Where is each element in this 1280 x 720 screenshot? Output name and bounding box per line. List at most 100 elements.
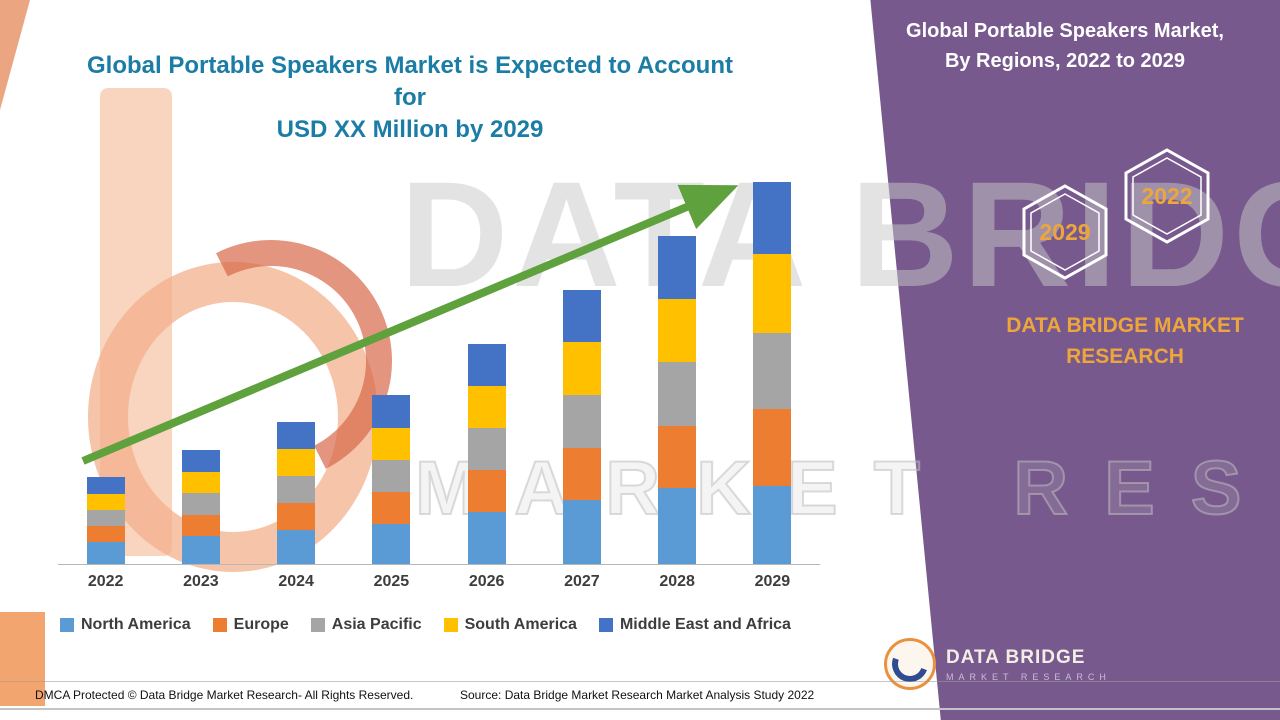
bar-segment-asia-pacific <box>467 428 506 470</box>
bar-column <box>372 395 411 564</box>
bar-segment-south-america <box>181 472 220 493</box>
hexagon-2029-inner-outline <box>1030 193 1100 271</box>
legend-swatch <box>598 618 613 632</box>
company-logo: DATA BRIDGE MARKET RESEARCH <box>884 638 1111 690</box>
bar-segment-asia-pacific <box>562 395 601 448</box>
legend-label: Asia Pacific <box>331 616 422 633</box>
legend-label: South America <box>464 616 577 633</box>
bottom-border <box>0 708 1280 710</box>
stacked-bar <box>86 477 125 564</box>
stacked-bar <box>467 344 506 564</box>
legend-item: North America <box>60 616 191 634</box>
bar-segment-middle-east-and-africa <box>658 236 697 299</box>
bar-segment-middle-east-and-africa <box>277 422 316 449</box>
stacked-bar <box>562 290 601 564</box>
bar-segment-north-america <box>86 542 125 564</box>
footer-divider <box>0 681 1280 682</box>
bar-segment-europe <box>658 426 697 488</box>
x-axis-label: 2026 <box>468 573 505 590</box>
bar-column <box>658 236 697 564</box>
year-hexagons: 2022 2029 <box>1022 148 1210 280</box>
bar-segment-north-america <box>277 530 316 564</box>
brand-wordmark: DATA BRIDGE MARKET RESEARCH <box>985 310 1265 372</box>
x-axis-label: 2028 <box>659 573 695 590</box>
x-axis-label: 2029 <box>754 573 791 590</box>
bar-segment-north-america <box>562 500 601 564</box>
hexagon-2029-outline <box>1022 184 1108 280</box>
legend-label: North America <box>81 616 191 633</box>
bar-column <box>467 344 506 564</box>
bar-segment-middle-east-and-africa <box>753 182 792 254</box>
bar-segment-north-america <box>658 488 697 564</box>
bar-segment-asia-pacific <box>753 333 792 409</box>
bar-segment-europe <box>181 515 220 536</box>
chart-area <box>58 173 820 565</box>
hexagon-2029-label: 2029 <box>1039 219 1090 245</box>
bar-segment-asia-pacific <box>372 460 411 492</box>
legend-label: Europe <box>233 616 289 633</box>
bar-segment-europe <box>467 470 506 512</box>
bar-segment-south-america <box>467 386 506 428</box>
x-axis-label: 2027 <box>564 573 600 590</box>
bar-segment-south-america <box>86 494 125 510</box>
x-axis-label: 2024 <box>278 573 314 590</box>
brand-line1: DATA BRIDGE MARKET <box>1006 314 1244 337</box>
chart-title-line1: Global Portable Speakers Market is Expec… <box>87 52 733 111</box>
bar-segment-asia-pacific <box>181 493 220 515</box>
chart-title-line2: USD XX Million by 2029 <box>276 116 544 143</box>
legend-item: Europe <box>212 616 289 634</box>
bar-segment-south-america <box>562 342 601 395</box>
bar-segment-europe <box>277 503 316 530</box>
bar-segment-middle-east-and-africa <box>181 450 220 472</box>
legend-label: Middle East and Africa <box>619 616 791 633</box>
bar-segment-south-america <box>753 254 792 333</box>
bar-segment-north-america <box>372 524 411 564</box>
legend-swatch <box>310 618 325 632</box>
stacked-bar <box>753 182 792 564</box>
hexagon-2022-inner-outline <box>1132 157 1202 235</box>
legend-swatch <box>60 618 74 632</box>
legend-swatch <box>212 618 227 632</box>
side-panel-heading-line2: By Regions, 2022 to 2029 <box>944 50 1186 72</box>
bar-segment-north-america <box>181 536 220 564</box>
bar-segment-asia-pacific <box>658 362 697 426</box>
chart-legend: North America Europe Asia Pacific South Ame… <box>60 616 850 634</box>
bar-segment-europe <box>86 526 125 542</box>
bar-segment-europe <box>372 492 411 524</box>
bar-column <box>86 477 125 564</box>
bar-column <box>562 290 601 564</box>
bar-segment-europe <box>562 448 601 500</box>
bar-segment-middle-east-and-africa <box>86 477 125 494</box>
legend-item: Asia Pacific <box>310 616 422 634</box>
logo-title: DATA BRIDGE <box>946 646 1086 668</box>
watermark-logo-wedge <box>0 0 30 110</box>
bar-segment-middle-east-and-africa <box>562 290 601 342</box>
stacked-bar <box>372 395 411 564</box>
bar-segment-asia-pacific <box>277 476 316 503</box>
legend-item: South America <box>443 616 577 634</box>
side-panel-heading: Global Portable Speakers Market, By Regi… <box>880 16 1250 76</box>
x-axis-label: 2022 <box>87 573 124 590</box>
bar-segment-europe <box>753 409 792 486</box>
brand-line2: RESEARCH <box>1066 345 1184 368</box>
company-logo-text: DATA BRIDGE MARKET RESEARCH <box>946 647 1111 682</box>
hexagon-2022-label: 2022 <box>1141 183 1192 209</box>
bar-segment-asia-pacific <box>86 510 125 526</box>
stacked-bar <box>658 236 697 564</box>
bar-segment-middle-east-and-africa <box>372 395 411 428</box>
bar-segment-north-america <box>753 486 792 564</box>
bar-segment-south-america <box>277 449 316 476</box>
chart-plot <box>58 173 820 565</box>
company-logo-icon <box>884 638 936 690</box>
chart-title: Global Portable Speakers Market is Expec… <box>85 50 735 146</box>
legend-item: Middle East and Africa <box>598 616 791 634</box>
bar-segment-south-america <box>372 428 411 460</box>
x-axis-label: 2025 <box>373 573 410 590</box>
hexagon-2022-outline <box>1124 148 1210 244</box>
footer-dmca-text: DMCA Protected © Data Bridge Market Rese… <box>35 688 414 702</box>
bar-segment-south-america <box>658 299 697 362</box>
side-panel-heading-line1: Global Portable Speakers Market, <box>906 20 1224 42</box>
stacked-bar <box>277 422 316 564</box>
